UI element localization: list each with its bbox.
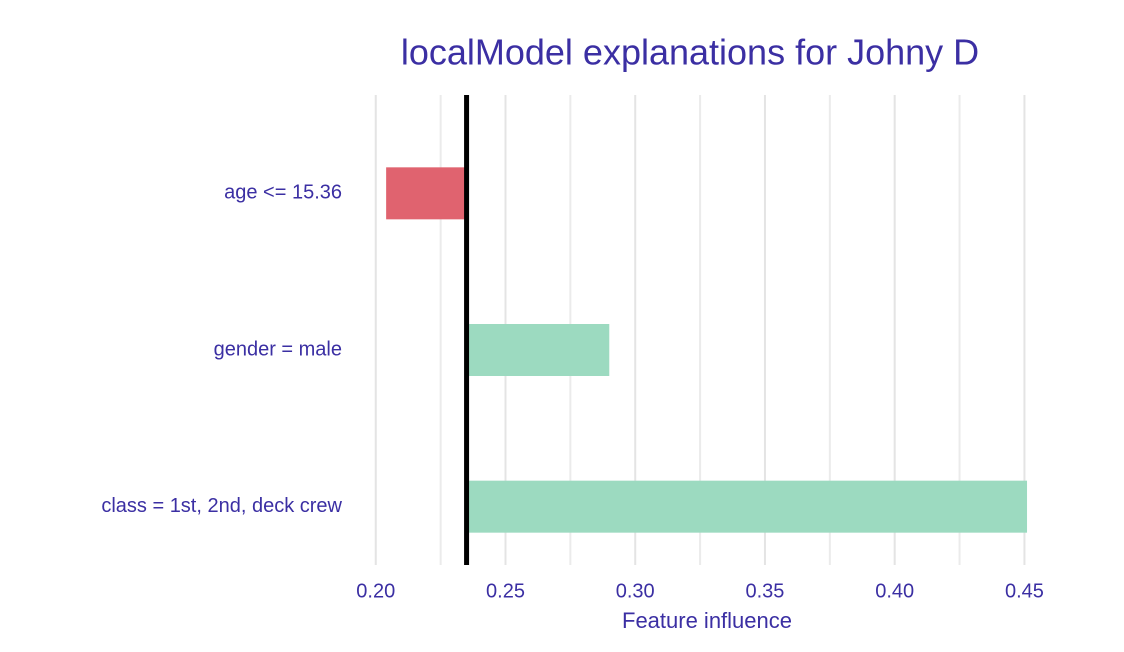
x-tick-label: 0.25 <box>486 580 525 602</box>
y-tick-label: gender = male <box>214 338 342 360</box>
chart-title: localModel explanations for Johny D <box>401 32 979 73</box>
bar <box>386 167 467 220</box>
x-tick-label: 0.35 <box>745 580 784 602</box>
x-tick-label: 0.20 <box>356 580 395 602</box>
bar <box>466 324 610 376</box>
x-axis-label: Feature influence <box>622 608 792 633</box>
x-tick-label: 0.40 <box>875 580 914 602</box>
y-tick-label: age <= 15.36 <box>224 182 342 204</box>
x-tick-label: 0.30 <box>616 580 655 602</box>
x-tick-label: 0.45 <box>1005 580 1044 602</box>
bar <box>466 480 1028 533</box>
y-tick-label: class = 1st, 2nd, deck crew <box>101 495 342 517</box>
